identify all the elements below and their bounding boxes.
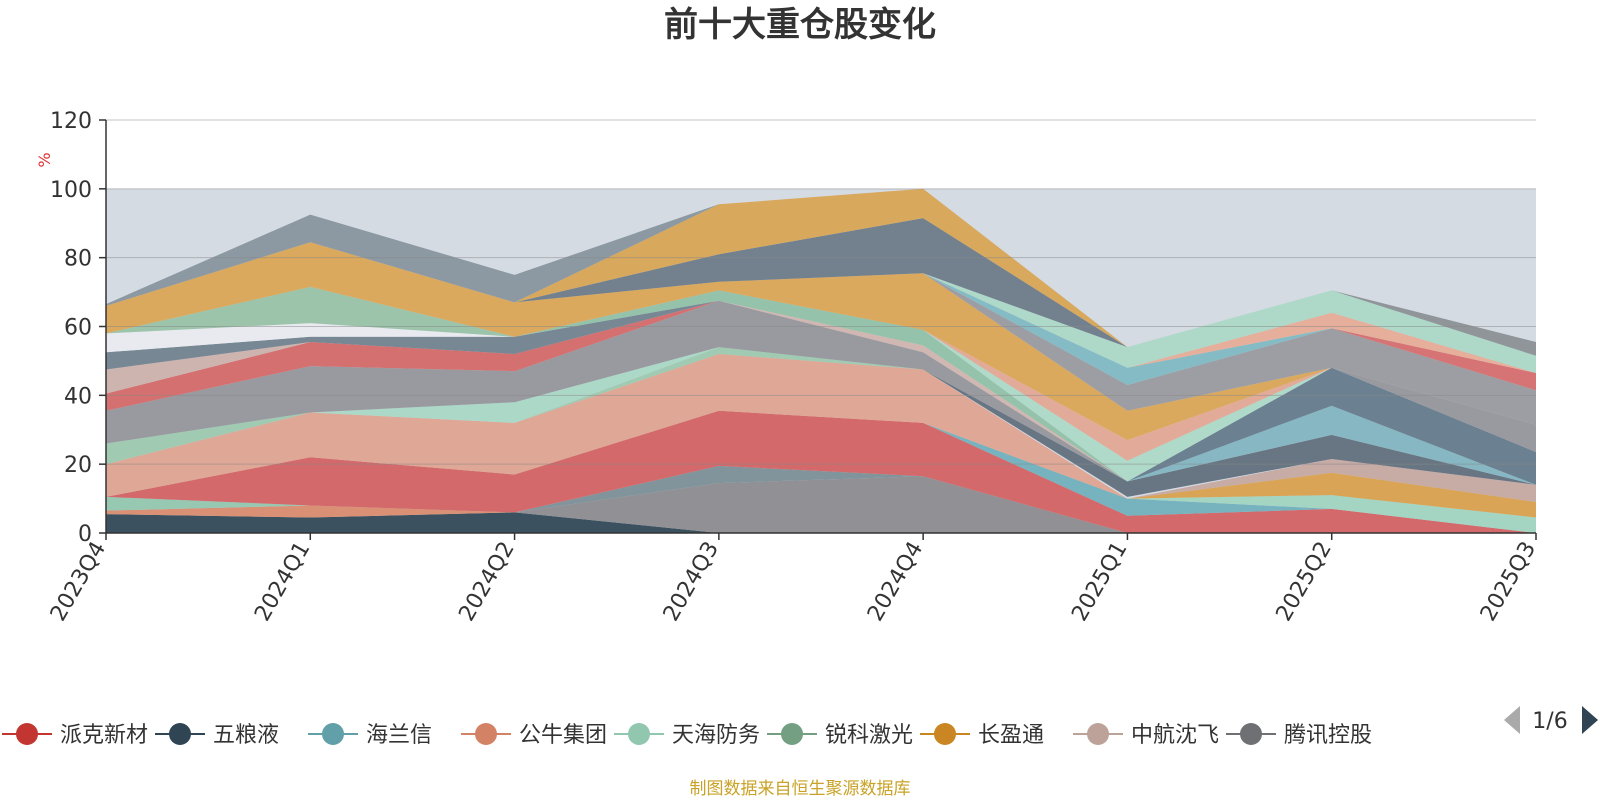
area-series-5	[106, 465, 1536, 533]
legend-marker	[16, 723, 38, 745]
y-tick-label: 80	[64, 247, 92, 272]
area-series-17	[106, 347, 1536, 485]
x-tick-label: 2025Q1	[1067, 538, 1132, 626]
legend-label: 锐科激光	[825, 723, 913, 748]
area-series-1	[106, 512, 1536, 533]
legend-label: 长盈通	[978, 723, 1044, 748]
prev-page-icon[interactable]	[1504, 706, 1520, 734]
legend-clip-mask	[1482, 700, 1498, 740]
area-series-25	[106, 286, 1536, 482]
legend-marker	[1240, 723, 1262, 745]
area-series-35	[106, 218, 1536, 348]
legend-marker	[781, 723, 803, 745]
x-tick-label: 2024Q3	[659, 538, 724, 626]
area-series-29	[106, 242, 1536, 425]
legend-item[interactable]: 公牛集团	[461, 723, 607, 748]
legend-marker	[628, 723, 650, 745]
x-tick-label: 2025Q2	[1272, 538, 1337, 626]
area-series-28	[106, 242, 1536, 441]
legend-label: 腾讯控股	[1284, 723, 1372, 748]
legend-marker	[322, 723, 344, 745]
legend-marker	[169, 723, 191, 745]
y-tick-label: 120	[50, 109, 92, 134]
legend[interactable]: 派克新材 五粮液 海兰信 公牛集团 天海防务 锐科激光 长盈通 中航沈飞 腾讯控股	[2, 700, 1498, 748]
legend-item[interactable]: 长盈通	[920, 723, 1044, 748]
y-axis-label: %	[35, 152, 54, 167]
next-page-icon[interactable]	[1582, 706, 1598, 734]
legend-page-indicator: 1/6	[1532, 709, 1567, 734]
area-series-4	[106, 476, 1536, 533]
legend-label: 中航沈飞	[1131, 723, 1219, 748]
x-tick-label: 2024Q2	[454, 538, 519, 626]
legend-item[interactable]: 腾讯控股	[1226, 723, 1372, 748]
x-tick-label: 2024Q1	[250, 538, 315, 626]
area-series-2	[106, 505, 1536, 533]
source-note: 制图数据来自恒生聚源数据库	[690, 779, 911, 799]
chart-title: 前十大重仓股变化	[664, 5, 936, 45]
legend-item[interactable]: 五粮液	[155, 723, 279, 748]
legend-label: 派克新材	[60, 723, 148, 748]
legend-item[interactable]: 天海防务	[614, 723, 760, 748]
y-tick-label: 40	[64, 384, 92, 409]
legend-marker	[934, 723, 956, 745]
legend-marker	[475, 723, 497, 745]
y-tick-label: 60	[64, 316, 92, 341]
y-tick-label: 20	[64, 453, 92, 478]
legend-marker	[1087, 723, 1109, 745]
y-tick-label: 100	[50, 178, 92, 203]
legend-item[interactable]: 海兰信	[308, 723, 432, 748]
area-series-11	[106, 354, 1536, 499]
legend-item[interactable]: 锐科激光	[767, 723, 913, 748]
y-tick-label: 0	[78, 522, 92, 547]
legend-label: 海兰信	[366, 723, 432, 748]
legend-label: 公牛集团	[519, 723, 607, 748]
area-series-22	[106, 300, 1536, 482]
area-series-18	[106, 300, 1536, 482]
legend-item[interactable]: 派克新材	[2, 723, 148, 748]
x-tick-label: 2024Q4	[863, 538, 928, 626]
plot-area: 0 20 40 60 80 100 120 2023Q4 2024Q1 2024Q2 2024Q3 2…	[46, 109, 1541, 626]
legend-label: 五粮液	[213, 723, 279, 748]
area-series-36	[106, 188, 1536, 348]
x-tick-label: 2023Q4	[46, 538, 111, 626]
area-series-6	[106, 410, 1536, 533]
legend-item[interactable]: 中航沈飞	[1073, 723, 1219, 748]
legend-pager: 1/6	[1504, 706, 1598, 734]
legend-label: 天海防务	[672, 723, 760, 748]
area-series-33	[106, 242, 1536, 373]
x-tick-label: 2025Q3	[1476, 538, 1541, 626]
area-series-7	[106, 410, 1536, 533]
